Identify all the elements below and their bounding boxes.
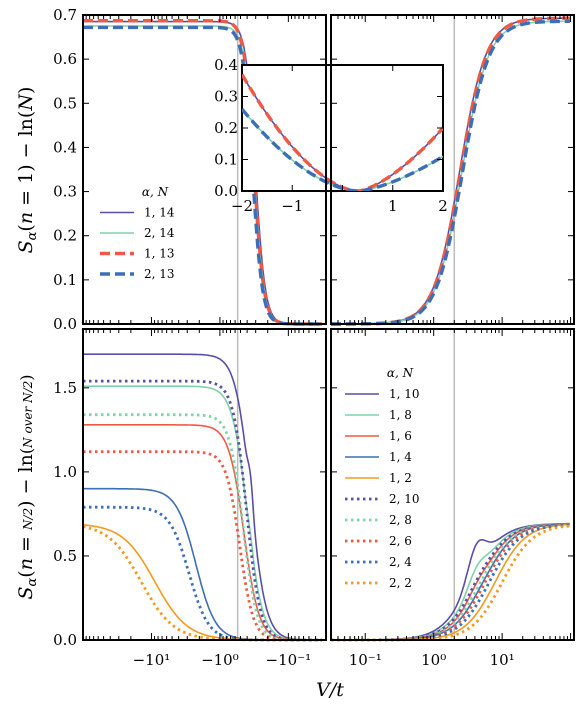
- series-bottom-right-1-6: [331, 523, 570, 641]
- xtick-label: 10⁻¹: [349, 651, 382, 669]
- series-bottom-left-2-8: [83, 413, 322, 642]
- inset-ytick-label: 0.0: [214, 182, 238, 200]
- inset-ytick-label: 0.4: [214, 56, 238, 74]
- series-bottom-right-1-2: [331, 523, 570, 641]
- ytick-label-top: 0.4: [53, 138, 77, 156]
- y-axis-label-bottom: Sα(n = N/2) − ln(N over N/2): [15, 374, 40, 599]
- legend-bottom-label: 1, 2: [389, 471, 412, 485]
- panel-tr: [330, 14, 575, 325]
- legend-bottom-label: 2, 10: [389, 492, 420, 506]
- ytick-label-top: 0.7: [53, 6, 77, 24]
- ytick-label-bottom: 0.0: [53, 631, 77, 649]
- ytick-label-top: 0.1: [53, 271, 77, 289]
- x-axis-label: V/t: [316, 679, 344, 701]
- xtick-label: −10⁻¹: [266, 651, 312, 669]
- ytick-label-top: 0.2: [53, 227, 77, 245]
- series-bottom-left-1-6: [83, 424, 322, 641]
- legend-top-label: 2, 14: [144, 226, 175, 240]
- series-bottom-left-1-2: [82, 524, 322, 641]
- legend-top-label: 2, 13: [144, 267, 175, 281]
- ytick-label-bottom: 0.5: [53, 547, 77, 565]
- ytick-label-top: 0.5: [53, 94, 77, 112]
- series-bottom-left-2-4: [83, 505, 322, 642]
- series-bottom-right-1-4: [331, 523, 570, 641]
- legend-bottom-label: 2, 4: [389, 555, 412, 569]
- legend-top-title: α, N: [142, 185, 169, 199]
- series-bottom-left-1-8: [83, 385, 322, 641]
- series-bottom-right-2-6: [331, 523, 570, 642]
- series-bottom-right-2-2: [331, 524, 571, 642]
- ytick-label-top: 0.3: [53, 183, 77, 201]
- series-bottom-left-1-10: [83, 353, 322, 641]
- legend-top-label: 1, 13: [144, 247, 175, 261]
- inset-xtick-label: −1: [281, 197, 303, 215]
- legend-top-label: 1, 14: [144, 206, 175, 220]
- ytick-label-bottom: 1.5: [53, 379, 77, 397]
- inset-ytick-label: 0.1: [214, 151, 238, 169]
- series-bottom-left-2-10: [83, 379, 322, 642]
- series-bottom-right-2-10: [331, 523, 570, 642]
- inset-xtick-label: −2: [231, 197, 253, 215]
- series-bottom-right-1-10: [331, 522, 570, 641]
- inset-ytick-label: 0.2: [214, 119, 238, 137]
- xtick-label: 10¹: [490, 651, 515, 669]
- series-bottom-right-2-8: [331, 523, 570, 642]
- panel-bl: [82, 328, 327, 641]
- panel-br: [330, 328, 575, 641]
- legend-bottom-label: 1, 8: [389, 408, 412, 422]
- inset-xtick-label: 1: [388, 197, 398, 215]
- panel-tl: [82, 14, 327, 325]
- legend-bottom-label: 2, 2: [389, 576, 412, 590]
- series-bottom-left-1-4: [83, 487, 322, 641]
- legend-bottom-title: α, N: [387, 366, 414, 380]
- legend-bottom-label: 1, 6: [389, 429, 412, 443]
- ytick-label-top: 0.0: [53, 315, 77, 333]
- xtick-label: 10⁰: [421, 651, 446, 669]
- series-bottom-right-1-8: [331, 522, 570, 641]
- legend-bottom-label: 2, 6: [389, 534, 412, 548]
- legend-bottom-label: 1, 4: [389, 450, 412, 464]
- legend-bottom-label: 1, 10: [389, 387, 420, 401]
- series-bottom-right-2-4: [331, 523, 571, 642]
- ytick-label-bottom: 1.0: [53, 463, 77, 481]
- inset-ytick-label: 0.3: [214, 88, 238, 106]
- series-bottom-left-2-2: [82, 525, 322, 642]
- inset-xtick-label: 2: [438, 197, 448, 215]
- legend-bottom-label: 2, 8: [389, 513, 412, 527]
- xtick-label: −10⁰: [201, 651, 239, 669]
- y-axis-label-top: Sα(n = 1) − ln(N): [15, 87, 40, 254]
- xtick-label: −10¹: [133, 651, 171, 669]
- ytick-label-top: 0.6: [53, 50, 77, 68]
